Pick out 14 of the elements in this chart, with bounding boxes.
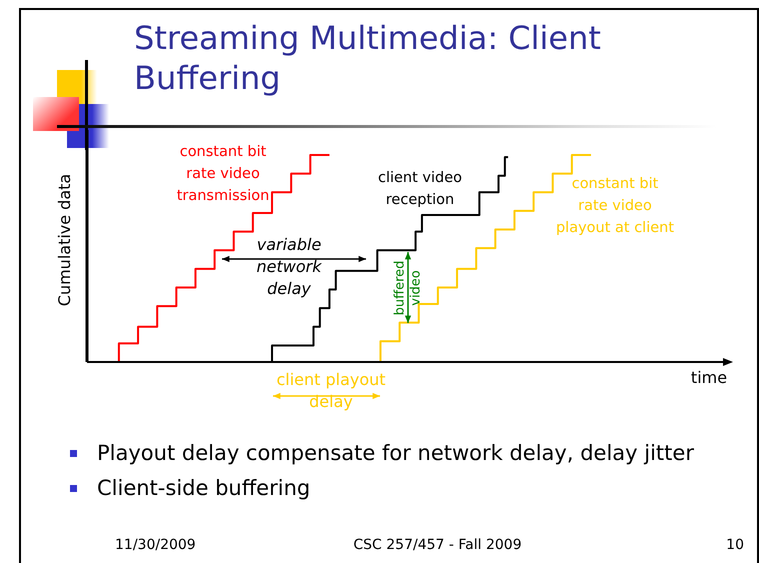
y-axis-title: Cumulative data	[55, 174, 74, 306]
series-label: client video reception	[378, 170, 462, 208]
text: 10	[725, 537, 744, 553]
annotation: buffered video	[392, 260, 424, 316]
chart-title: Streaming Multimedia: Client Buffering	[134, 18, 602, 98]
text: Playout delay compensate for network delay, delay jitter	[97, 441, 694, 465]
series-label: constant bit rate video playout at client	[556, 176, 674, 236]
x-axis-title: time	[690, 368, 728, 388]
text: 11/30/2009	[115, 537, 196, 553]
text: client playout delay	[276, 370, 386, 412]
text: CSC 257/457 - Fall 2009	[352, 537, 523, 553]
text: Client-side buffering	[97, 476, 310, 500]
annotation: variable network delay	[256, 235, 322, 298]
series-label: constant bit rate video transmission	[176, 144, 270, 204]
